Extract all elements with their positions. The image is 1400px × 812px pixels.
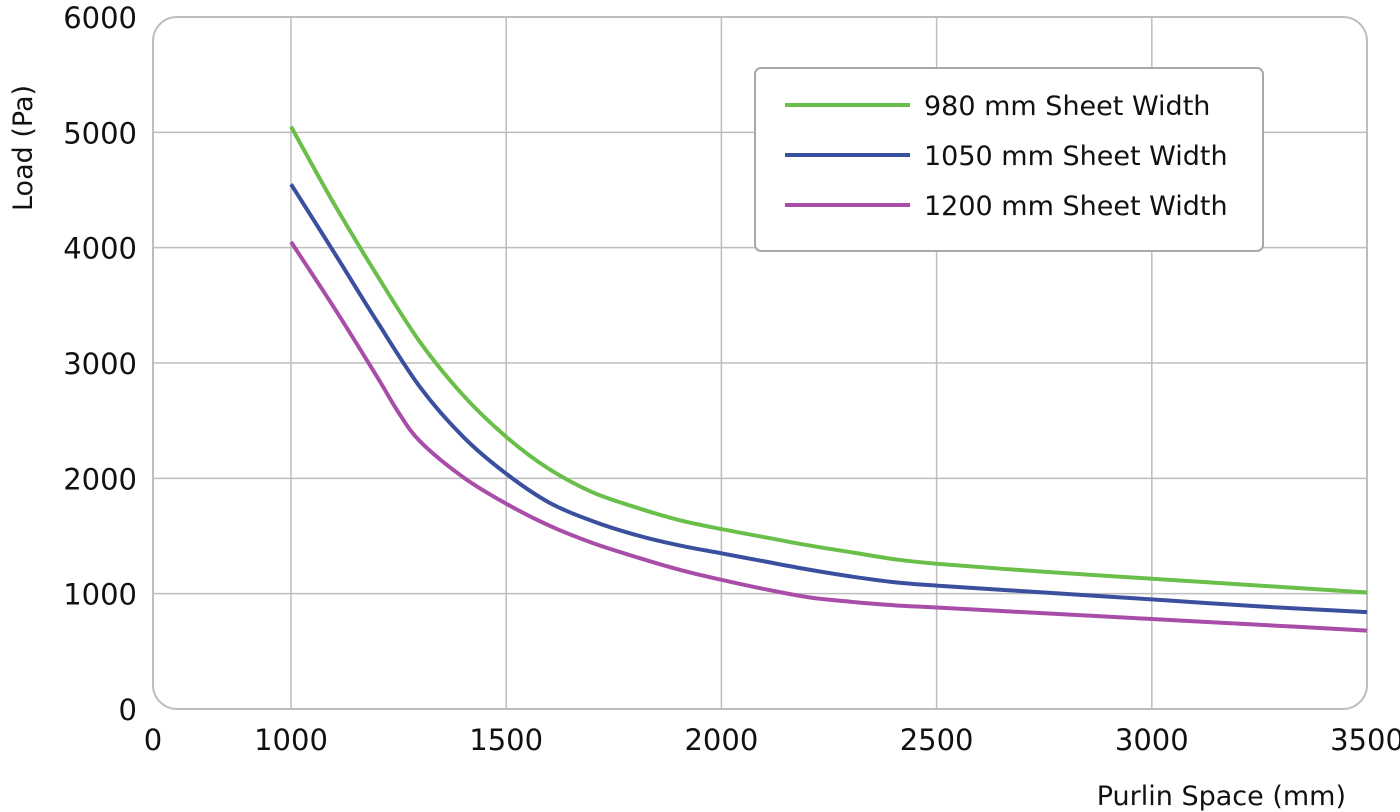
series-line-1 — [289, 125, 1368, 595]
legend-label-1: 980 mm Sheet Width — [924, 91, 1210, 122]
y-tick-label: 4000 — [63, 232, 137, 266]
y-tick-label: 0 — [119, 693, 137, 727]
y-tick-label: 5000 — [63, 116, 137, 150]
x-tick-label: 3000 — [1115, 723, 1189, 757]
x-tick-label: 1500 — [469, 723, 543, 757]
x-tick-label: 3500 — [1330, 723, 1400, 757]
x-tick-label: 2000 — [684, 723, 758, 757]
legend: 980 mm Sheet Width 1050 mm Sheet Width 120… — [754, 67, 1264, 252]
y-tick-label: 6000 — [63, 1, 137, 35]
legend-label-2: 1050 mm Sheet Width — [924, 141, 1228, 172]
y-tick-label: 2000 — [63, 462, 137, 496]
x-axis-title: Purlin Space (mm) — [1097, 781, 1346, 812]
x-tick-labels: 0 1000 1500 2000 2500 3000 3500 — [144, 723, 1400, 757]
x-tick-label: 0 — [144, 723, 162, 757]
y-tick-label: 3000 — [63, 347, 137, 381]
y-tick-label: 1000 — [63, 578, 137, 612]
x-tick-label: 1000 — [254, 723, 328, 757]
y-axis-title: Load (Pa) — [8, 85, 39, 211]
legend-label-3: 1200 mm Sheet Width — [924, 191, 1228, 222]
series-line-2 — [289, 183, 1368, 615]
series-lines — [289, 125, 1368, 633]
legend-items: 980 mm Sheet Width 1050 mm Sheet Width 120… — [785, 91, 1228, 222]
y-tick-labels: 0 1000 2000 3000 4000 5000 6000 — [63, 1, 137, 727]
series-line-3 — [289, 240, 1368, 633]
x-tick-label: 2500 — [900, 723, 974, 757]
